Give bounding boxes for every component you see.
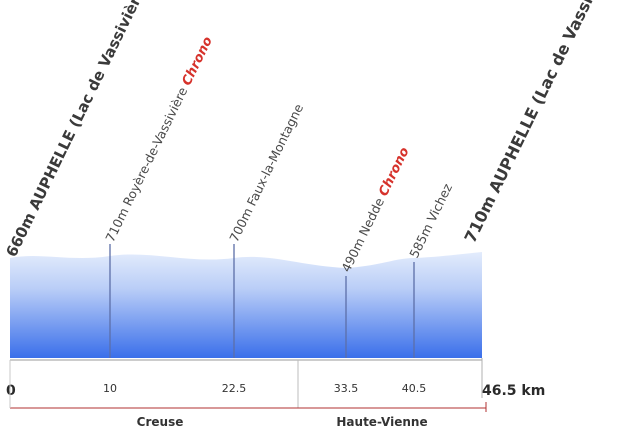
finish-label: 710m AUPHELLE (Lac de Vassivière) [461, 0, 620, 246]
start-label: 660m AUPHELLE (Lac de Vassivière) [2, 0, 151, 260]
chrono-badge: Chrono [179, 35, 215, 89]
km-tick-label: 10 [103, 382, 117, 395]
department-label: Haute-Vienne [336, 415, 427, 429]
km-start-label: 0 [6, 383, 16, 399]
km-end-label: 46.5 km [482, 383, 545, 399]
waypoint-label: 700m Faux-la-Montagne [226, 101, 306, 244]
waypoint-label: 490m Nedde Chrono [338, 145, 412, 275]
km-tick-label: 33.5 [334, 382, 359, 395]
waypoint-label: 710m Royère-de-Vassivière Chrono [102, 34, 216, 245]
chrono-badge: Chrono [376, 145, 412, 199]
km-tick-label: 22.5 [222, 382, 247, 395]
km-tick-label: 40.5 [402, 382, 427, 395]
waypoint-label: 585m Vichez [406, 181, 455, 261]
elevation-profile [10, 252, 482, 358]
department-label: Creuse [137, 415, 184, 429]
